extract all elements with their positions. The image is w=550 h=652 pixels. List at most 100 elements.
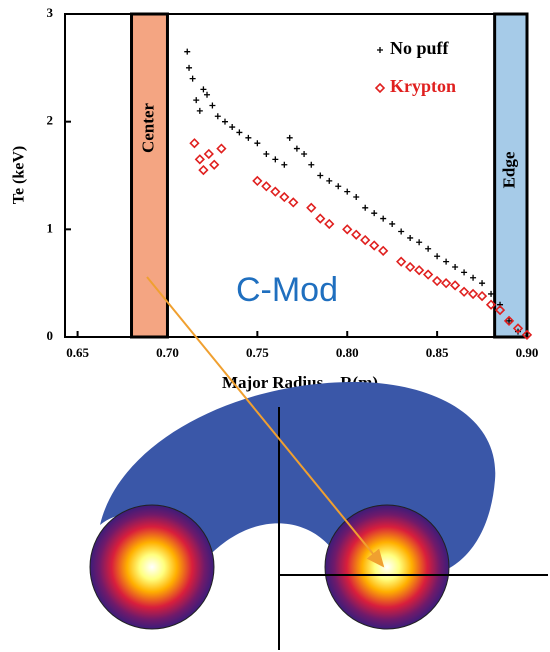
point: [279, 191, 290, 203]
point: [344, 188, 351, 195]
point: [405, 261, 416, 273]
point: [301, 150, 308, 157]
point: [214, 113, 221, 120]
annotation: C-Mod: [236, 271, 338, 309]
point: [479, 280, 486, 287]
y-tick-label: 2: [47, 113, 54, 128]
point: [335, 183, 342, 190]
point: [245, 134, 252, 141]
point: [252, 175, 263, 187]
band: [493, 12, 529, 339]
band-label: Edge: [500, 151, 519, 188]
point: [485, 299, 497, 310]
y-tick-label: 3: [47, 5, 54, 20]
point: [209, 159, 220, 170]
point: [229, 124, 236, 131]
point: [369, 240, 380, 251]
plot: Center Edge 0 1 2 3 0.65 0.70 0.75 0.80 0.85 0.90 No…: [47, 5, 539, 360]
point: [272, 156, 279, 163]
point: [521, 329, 533, 340]
point: [398, 228, 405, 235]
point: [443, 258, 450, 265]
point: [407, 234, 414, 241]
x-tick-label: 0.90: [516, 345, 539, 360]
point: [186, 64, 193, 71]
point: [189, 138, 200, 149]
point: [422, 269, 434, 280]
x-tick-label: 0.85: [426, 345, 449, 360]
band-label: Center: [138, 103, 157, 153]
point: [204, 91, 211, 98]
x-tick-label: 0.70: [156, 345, 179, 360]
y-axis-label: Te (keV): [11, 146, 28, 205]
cross-section: [89, 504, 215, 630]
point: [353, 194, 360, 201]
point: [203, 148, 214, 160]
point: [288, 197, 299, 208]
point: [198, 164, 209, 176]
point: [196, 107, 203, 114]
point: [389, 220, 396, 227]
point: [452, 264, 459, 271]
point: [434, 253, 441, 260]
point: [254, 140, 261, 147]
legend-label: No puff: [390, 38, 450, 58]
point: [306, 202, 317, 213]
x-tick-label: 0.65: [66, 345, 89, 360]
point: [470, 274, 477, 281]
point: [512, 323, 524, 334]
torus-diagram: [89, 276, 548, 650]
point: [324, 218, 335, 230]
x-tick-label: 0.80: [336, 345, 359, 360]
point: [293, 145, 300, 152]
point: [263, 150, 270, 157]
point: [371, 210, 378, 217]
legend-marker: [374, 82, 386, 94]
point: [440, 278, 452, 289]
point: [194, 154, 205, 165]
point: [461, 269, 468, 276]
point: [270, 186, 281, 197]
point: [425, 245, 432, 252]
legend-marker: [377, 47, 383, 53]
point: [342, 224, 353, 235]
band: [130, 12, 169, 339]
point: [209, 102, 216, 109]
point: [362, 204, 369, 211]
cross-section: [324, 504, 450, 630]
point: [396, 256, 407, 267]
point: [431, 275, 443, 287]
point: [416, 239, 423, 246]
point: [308, 161, 315, 168]
point: [221, 118, 228, 125]
point: [488, 290, 495, 297]
y-tick-label: 1: [47, 220, 54, 235]
point: [360, 234, 371, 246]
point: [216, 143, 227, 154]
point: [315, 213, 326, 224]
x-tick-label: 0.75: [246, 345, 269, 360]
legend-label: Krypton: [390, 76, 456, 96]
point: [458, 286, 470, 297]
y-tick-label: 0: [47, 328, 54, 343]
point: [380, 215, 387, 222]
point: [494, 304, 506, 316]
point: [236, 129, 243, 136]
point: [476, 290, 488, 302]
point: [184, 48, 191, 55]
point: [193, 97, 200, 104]
point: [467, 288, 479, 300]
point: [351, 229, 362, 240]
point: [317, 172, 324, 179]
point: [378, 245, 389, 256]
point: [503, 315, 515, 326]
point: [281, 161, 288, 168]
point: [449, 280, 461, 291]
point: [326, 177, 333, 184]
point: [261, 181, 272, 192]
point: [414, 265, 425, 276]
point: [200, 86, 207, 93]
arrow: [146, 276, 385, 568]
point: [189, 75, 196, 82]
